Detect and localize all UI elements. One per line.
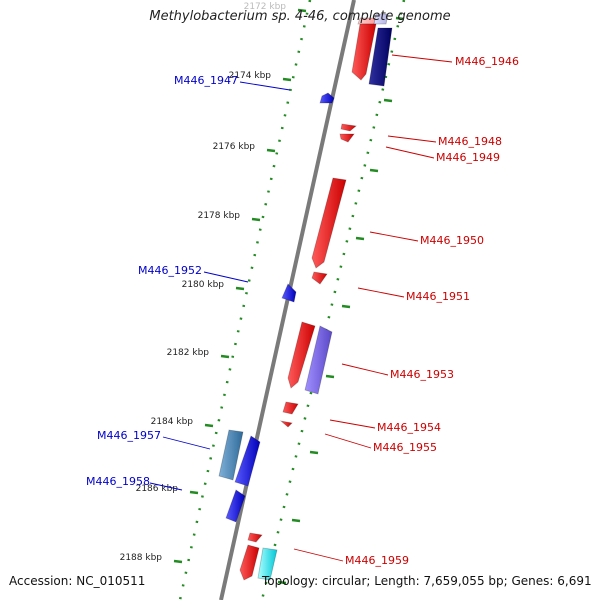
track-mark	[309, 450, 319, 455]
gene-arrow	[281, 283, 297, 303]
scale-tick-label: 2178 kbp	[198, 211, 241, 221]
gene-label: M446_1947	[174, 74, 238, 87]
gene-leader-line	[239, 81, 291, 91]
gene-arrow	[218, 429, 244, 481]
gene-arrow	[234, 435, 261, 487]
gene-arrow	[287, 321, 316, 389]
gene-arrow	[368, 27, 393, 87]
gene-label: M446_1946	[455, 55, 519, 68]
gene-arrow	[373, 13, 389, 25]
gene-label: M446_1951	[406, 290, 470, 303]
scale-tick-label: 2172 kbp	[244, 2, 287, 12]
gene-arrow	[311, 177, 347, 269]
track-mark	[395, 16, 405, 21]
scale-tick-label: 2182 kbp	[167, 348, 210, 358]
track-mark	[355, 236, 365, 241]
gene-leader-line	[162, 436, 211, 450]
gene-arrow	[225, 489, 246, 523]
track-mark	[369, 168, 379, 173]
track-mark	[383, 98, 393, 103]
gene-label: M446_1949	[436, 151, 500, 164]
gene-arrow	[247, 532, 263, 543]
gene-leader-line	[324, 433, 372, 449]
gene-label: M446_1952	[138, 264, 202, 277]
gene-arrow	[239, 544, 260, 581]
gene-label: M446_1948	[438, 135, 502, 148]
gene-arrow	[257, 547, 278, 581]
gene-arrow	[339, 133, 355, 143]
scale-tick-label: 2186 kbp	[136, 484, 179, 494]
scale-tick	[220, 354, 230, 359]
gene-leader-line	[357, 287, 405, 298]
gene-label: M446_1950	[420, 234, 484, 247]
scale-tick	[235, 286, 245, 291]
scale-tick	[204, 423, 214, 428]
gene-arrow	[351, 23, 377, 81]
scale-tick	[251, 217, 261, 222]
scale-tick-label: 2180 kbp	[182, 280, 225, 290]
gene-label: M446_1957	[97, 429, 161, 442]
scale-tick	[282, 77, 292, 82]
gene-leader-line	[293, 548, 344, 562]
gene-leader-line	[391, 54, 453, 63]
gene-arrow	[279, 420, 293, 428]
topology-text: Topology: circular; Length: 7,659,055 bp…	[262, 574, 592, 588]
scale-tick	[173, 559, 183, 564]
scale-tick	[266, 148, 276, 153]
track-mark	[325, 374, 335, 379]
gene-label: M446_1954	[377, 421, 441, 434]
track-mark	[291, 518, 301, 523]
gene-leader-line	[149, 482, 183, 491]
gene-leader-line	[387, 135, 437, 143]
gene-leader-line	[203, 271, 249, 283]
gene-arrow	[282, 401, 299, 415]
gene-leader-line	[329, 419, 376, 429]
track-mark	[341, 304, 351, 309]
gene-label: M446_1959	[345, 554, 409, 567]
scale-tick-label: 2184 kbp	[151, 417, 194, 427]
gene-arrow	[304, 325, 333, 395]
scale-tick-label: 2174 kbp	[229, 71, 272, 81]
track-mark	[277, 580, 287, 585]
scale-tick-label: 2176 kbp	[213, 142, 256, 152]
gene-arrow	[340, 123, 357, 132]
accession-text: Accession: NC_010511	[9, 574, 146, 588]
gene-label: M446_1955	[373, 441, 437, 454]
gene-arrow	[311, 271, 328, 285]
gene-arrow	[319, 92, 335, 104]
map-title: Methylobacterium sp. 4-46, complete geno…	[149, 9, 451, 24]
gene-label: M446_1953	[390, 368, 454, 381]
gene-label: M446_1958	[86, 475, 150, 488]
gene-leader-line	[385, 146, 435, 159]
gene-leader-line	[369, 231, 419, 242]
scale-tick	[297, 8, 307, 13]
gene-leader-line	[341, 363, 389, 376]
scale-tick	[189, 490, 199, 495]
scale-tick-label: 2188 kbp	[120, 553, 163, 563]
